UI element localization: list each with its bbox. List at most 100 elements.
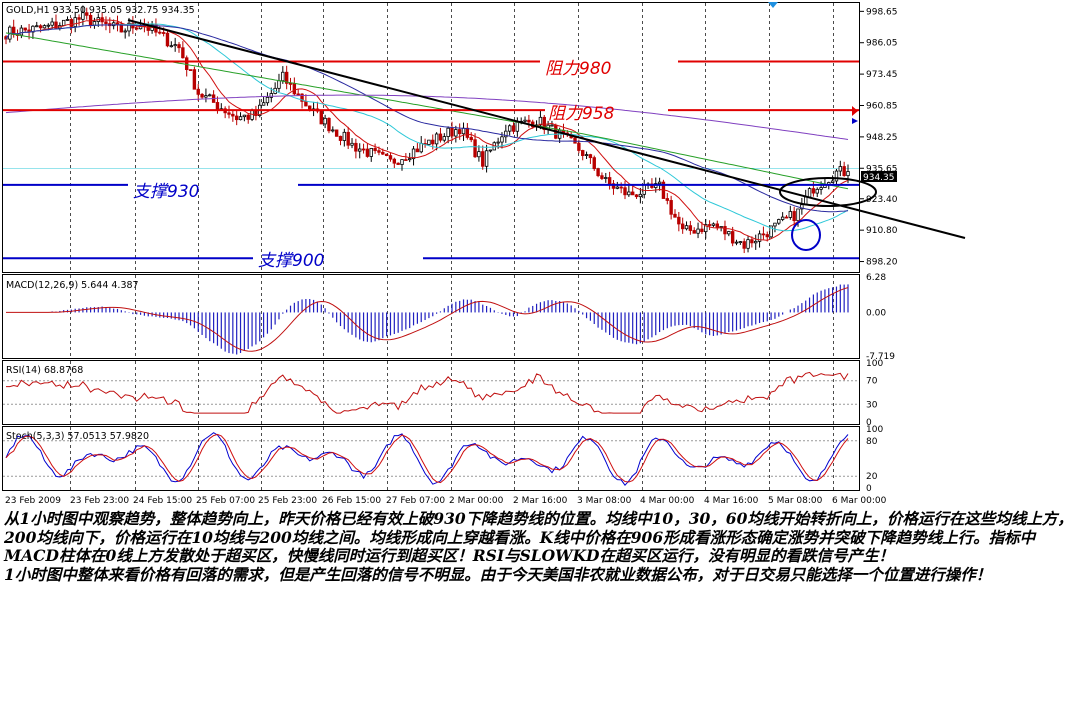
candle-body xyxy=(488,149,493,152)
candle-body xyxy=(604,177,608,179)
support-900-label: 支撑900 xyxy=(258,251,324,271)
candle-body xyxy=(761,233,766,236)
price-tick-label: 923.40 xyxy=(866,195,898,205)
stoch-tick-label: 0 xyxy=(866,484,872,494)
candle-body xyxy=(788,211,793,218)
candle-body xyxy=(669,200,673,215)
candle-body xyxy=(346,131,350,146)
candle-body xyxy=(238,116,243,121)
last-price-value: 934.35 xyxy=(863,173,895,183)
candle-body xyxy=(542,116,546,131)
last-price-tag xyxy=(861,171,897,182)
candle-body xyxy=(600,175,604,179)
candle-body xyxy=(388,155,393,160)
candle-body xyxy=(780,216,785,220)
stoch-tick-label: 100 xyxy=(866,425,883,435)
candle-body xyxy=(173,44,177,47)
candle-body xyxy=(792,211,796,222)
candle-body xyxy=(434,133,439,145)
x-tick-label: 2 Mar 00:00 xyxy=(449,496,504,506)
candle-body xyxy=(457,129,462,135)
candle-body xyxy=(188,69,193,71)
candle-body xyxy=(623,187,627,196)
candle-body xyxy=(481,151,485,167)
candle-body xyxy=(123,30,127,33)
candle-body xyxy=(665,198,669,201)
breakout-ellipse xyxy=(779,177,877,207)
candle-body xyxy=(327,117,331,132)
candle-body xyxy=(77,17,81,20)
candle-body xyxy=(473,139,477,158)
candle-body xyxy=(842,166,846,177)
candle-body xyxy=(373,148,377,152)
candle-body xyxy=(438,133,443,141)
candle-body xyxy=(538,116,543,126)
candle-body xyxy=(638,193,643,198)
candle-body xyxy=(319,110,323,125)
candle-body xyxy=(461,127,466,135)
candle-body xyxy=(185,57,189,70)
candle-body xyxy=(707,224,712,226)
candle-body xyxy=(442,136,447,141)
candle-body xyxy=(784,216,789,219)
x-tick-label: 3 Mar 08:00 xyxy=(577,496,632,506)
candle-body xyxy=(723,226,727,235)
rsi-tick-label: 100 xyxy=(866,359,883,369)
candle-body xyxy=(811,188,816,194)
candle-body xyxy=(742,241,746,249)
candle-body xyxy=(634,194,639,198)
rsi-tick-label: 0 xyxy=(866,418,872,428)
candle-body xyxy=(46,24,50,27)
candle-body xyxy=(411,148,416,160)
candle-body xyxy=(269,93,273,98)
candle-body xyxy=(730,231,735,244)
candle-body xyxy=(169,45,174,48)
candle-body xyxy=(23,27,27,31)
candle-body xyxy=(592,157,596,170)
candle-body xyxy=(777,219,781,224)
candle-body xyxy=(750,239,754,244)
candle-body xyxy=(361,148,366,151)
candle-body xyxy=(615,186,620,189)
candle-body xyxy=(65,19,70,21)
reversal-ellipse xyxy=(791,219,821,251)
candle-body xyxy=(250,110,254,120)
macd-signal-line xyxy=(6,287,849,352)
candle-body xyxy=(281,71,285,82)
candle-body xyxy=(684,225,689,230)
candle-body xyxy=(81,12,85,20)
candle-body xyxy=(673,213,677,218)
candle-body xyxy=(819,187,823,190)
candle-body xyxy=(738,241,743,243)
candle-body xyxy=(323,117,327,125)
candle-body xyxy=(419,143,423,153)
candle-body xyxy=(454,129,458,137)
candle-body xyxy=(834,170,839,182)
candle-body xyxy=(342,131,347,141)
candle-body xyxy=(300,93,304,102)
price-tick-label: 998.65 xyxy=(866,7,898,17)
candle-body xyxy=(523,119,527,122)
descending-trendline xyxy=(127,19,966,239)
candle-body xyxy=(127,22,131,32)
scroll-marker-icon xyxy=(768,2,778,8)
candle-body xyxy=(338,135,343,141)
candle-body xyxy=(627,191,631,196)
candle-body xyxy=(415,148,420,153)
stoch-main-line xyxy=(5,432,849,487)
candle-body xyxy=(365,148,370,157)
candle-body xyxy=(584,154,589,156)
price-tick-label: 960.85 xyxy=(866,101,898,111)
candle-body xyxy=(234,115,239,121)
resistance-arrow-icon xyxy=(852,106,858,116)
candle-body xyxy=(261,102,266,106)
candle-body xyxy=(334,129,339,137)
candle-body xyxy=(165,32,170,47)
x-tick-label: 26 Feb 15:00 xyxy=(322,496,381,506)
candle-body xyxy=(181,47,185,59)
candle-body xyxy=(407,158,412,161)
support-arrow-icon xyxy=(852,118,858,124)
candle-body xyxy=(838,166,843,172)
price-tick-label: 973.45 xyxy=(866,70,898,80)
candle-body xyxy=(208,94,212,97)
